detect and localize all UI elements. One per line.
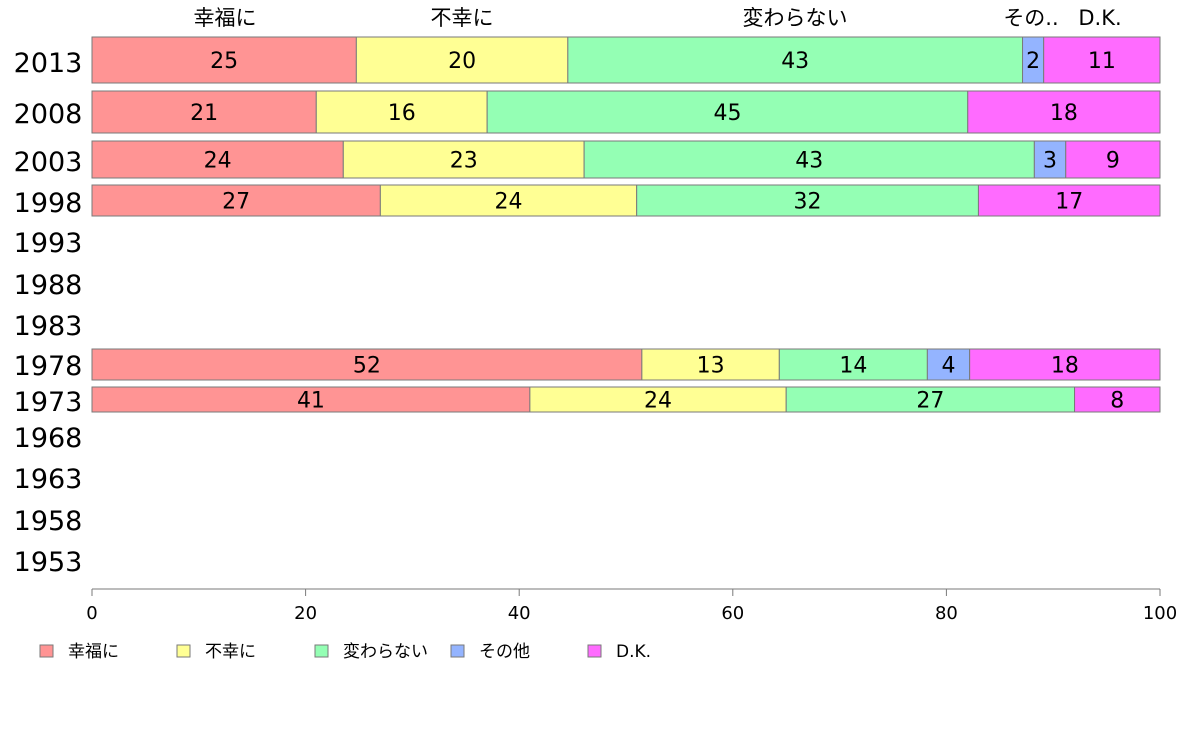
year-label: 2003 <box>14 147 83 178</box>
bar-segment <box>1065 140 1161 179</box>
x-tick-label: 40 <box>508 603 531 624</box>
top-category-labels: 幸福に 不幸に 変わらない その.. D.K. <box>194 6 1122 30</box>
bar-value-label: 18 <box>1050 101 1078 126</box>
bar-value-label: 11 <box>1088 49 1116 74</box>
bar-value-label: 45 <box>713 101 741 126</box>
bar-segment <box>355 36 569 84</box>
bar-value-label: 17 <box>1055 190 1083 215</box>
bar-segment <box>529 386 787 413</box>
year-label: 1983 <box>14 311 83 342</box>
bar-value-label: 27 <box>916 389 944 414</box>
bar-value-label: 14 <box>839 354 867 379</box>
top-label: 不幸に <box>431 6 494 30</box>
year-label: 1978 <box>14 351 83 382</box>
bar-value-label: 21 <box>190 101 218 126</box>
year-label: 1993 <box>14 228 83 259</box>
x-tick-label: 20 <box>294 603 317 624</box>
bar-value-label: 52 <box>353 354 381 379</box>
bar-value-label: 24 <box>495 190 523 215</box>
legend-label: 不幸に <box>205 642 256 662</box>
legend-swatch <box>39 644 54 658</box>
bar-value-label: 43 <box>781 49 809 74</box>
bar-segment <box>379 184 638 217</box>
top-label: 幸福に <box>194 6 257 30</box>
bar-segment <box>1074 386 1161 413</box>
bar-segment <box>91 386 531 413</box>
x-axis: 0 20 40 60 80 100 <box>86 588 1177 624</box>
legend-label: その他 <box>479 642 530 662</box>
top-label: 変わらない <box>743 6 848 30</box>
bar-value-label: 9 <box>1106 149 1120 174</box>
legend: 幸福に 不幸に 変わらない その他 D.K. <box>39 642 651 662</box>
bar-segment <box>342 140 585 179</box>
bar-segment <box>969 348 1161 381</box>
bar-segment <box>967 90 1161 134</box>
bar-segment <box>91 184 381 217</box>
x-tick-label: 0 <box>86 603 97 624</box>
bar-value-label: 41 <box>297 389 325 414</box>
legend-label: 幸福に <box>68 642 119 662</box>
bar-segment <box>91 36 357 84</box>
bar-segment <box>91 90 317 134</box>
year-label: 1998 <box>14 188 83 219</box>
year-label: 2013 <box>14 48 83 79</box>
year-label: 1968 <box>14 423 83 454</box>
bar-segment <box>1043 36 1161 84</box>
x-tick-label: 60 <box>721 603 744 624</box>
bar-segment <box>91 348 643 381</box>
bar-value-label: 8 <box>1110 389 1124 414</box>
bar-segment <box>583 140 1035 179</box>
legend-swatch <box>587 644 602 658</box>
bars: 25 20 43 2 11 21 16 45 18 24 23 43 3 9 27 24 32 17 52 13 14 4… <box>91 36 1161 414</box>
top-label: D.K. <box>1078 6 1121 30</box>
bar-segment <box>641 348 780 381</box>
bar-segment <box>1033 140 1067 179</box>
bar-segment <box>785 386 1076 413</box>
year-label: 1988 <box>14 270 83 301</box>
bar-value-label: 3 <box>1043 149 1057 174</box>
bar-segment <box>567 36 1024 84</box>
bar-value-label: 43 <box>795 149 823 174</box>
legend-label: 変わらない <box>343 642 428 662</box>
top-label: その.. <box>1003 6 1058 30</box>
bar-value-label: 2 <box>1026 49 1040 74</box>
year-label: 1953 <box>14 547 83 578</box>
bar-value-label: 25 <box>210 49 238 74</box>
x-tick-label: 80 <box>935 603 958 624</box>
x-tick-label: 100 <box>1143 603 1177 624</box>
year-label: 2008 <box>14 99 83 130</box>
bar-value-label: 4 <box>942 354 956 379</box>
bar-segment <box>486 90 969 134</box>
bar-value-label: 16 <box>388 101 416 126</box>
bar-value-label: 27 <box>222 190 250 215</box>
legend-label: D.K. <box>616 642 651 662</box>
bar-value-label: 18 <box>1051 354 1079 379</box>
bar-value-label: 13 <box>697 354 725 379</box>
bar-segment <box>926 348 971 381</box>
year-label: 1963 <box>14 464 83 495</box>
legend-swatch <box>176 644 191 658</box>
bar-value-label: 32 <box>794 190 822 215</box>
year-label: 1973 <box>14 387 83 418</box>
bar-segment <box>315 90 488 134</box>
bar-segment <box>636 184 979 217</box>
legend-swatch <box>450 644 465 658</box>
bar-segment <box>977 184 1161 217</box>
bar-segment <box>91 140 344 179</box>
bar-value-label: 20 <box>448 49 476 74</box>
year-axis-labels: 2013 2008 2003 1998 1993 1988 1983 1978 1973 1968… <box>14 48 83 578</box>
bar-value-label: 24 <box>204 149 232 174</box>
bar-value-label: 24 <box>644 389 672 414</box>
bar-value-label: 23 <box>450 149 478 174</box>
legend-swatch <box>314 644 329 658</box>
year-label: 1958 <box>14 506 83 537</box>
